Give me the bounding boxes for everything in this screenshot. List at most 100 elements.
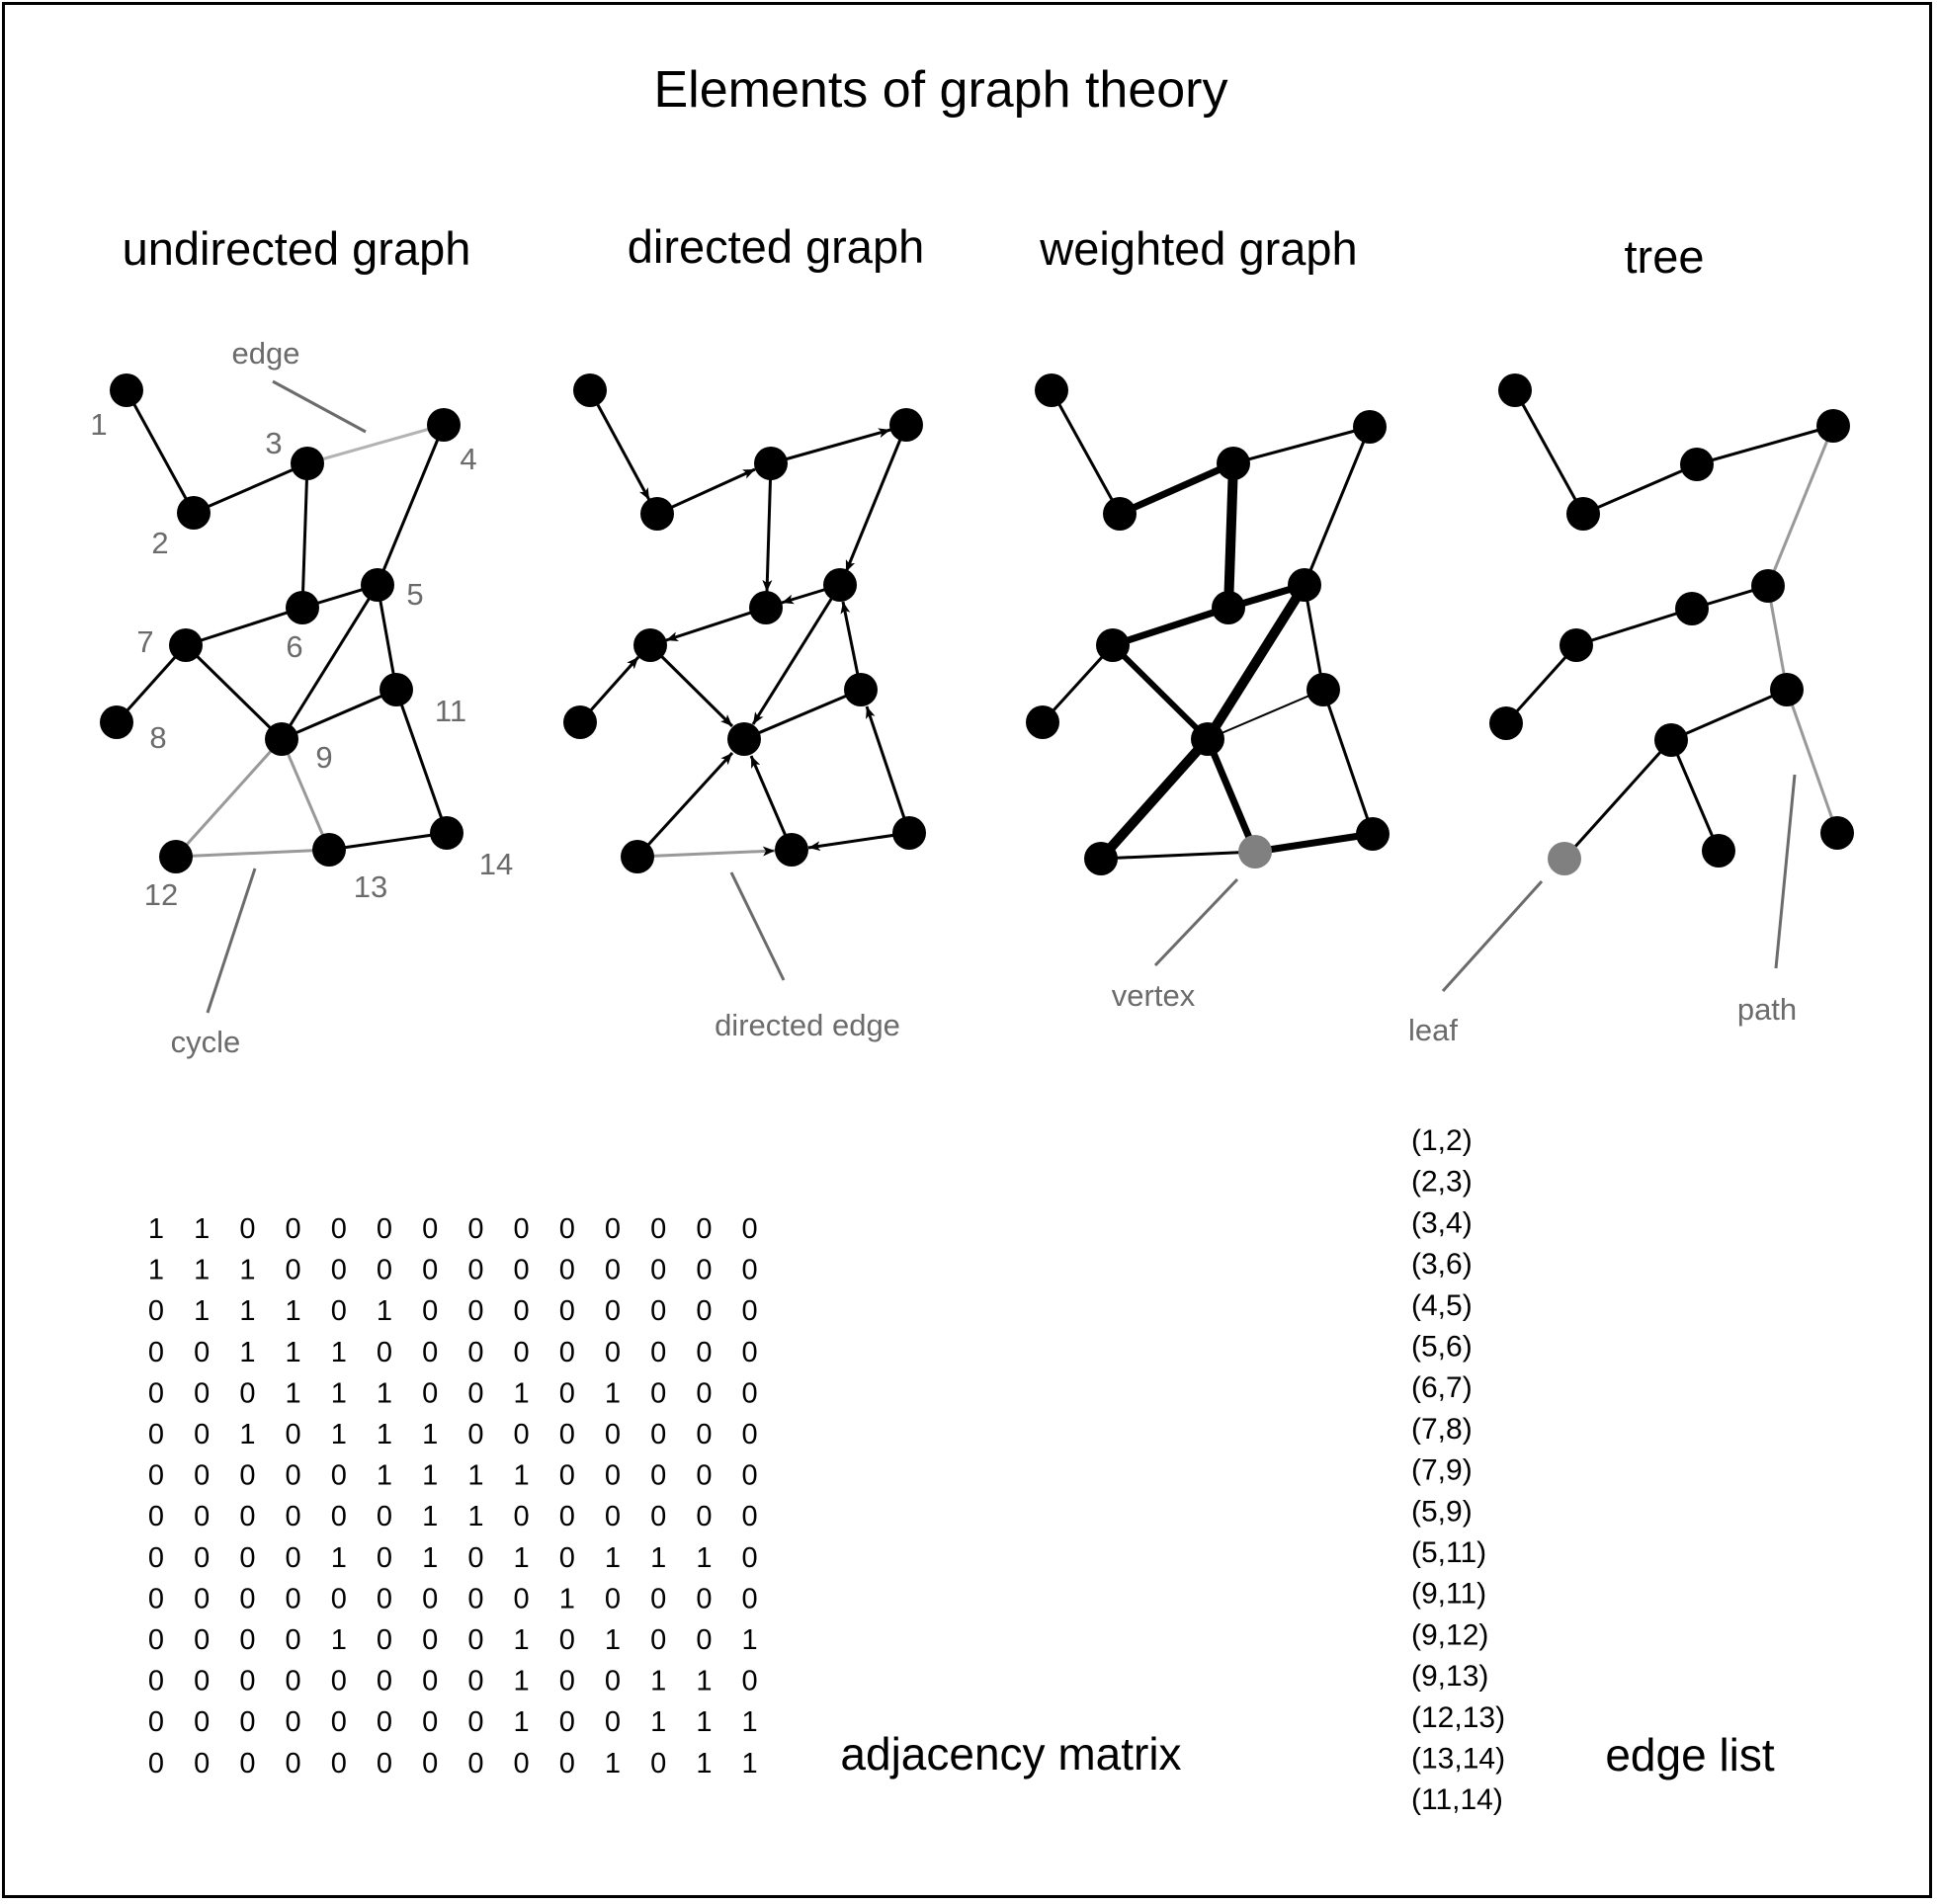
node-label-13: 13	[354, 869, 387, 904]
node-12	[159, 840, 193, 873]
weighted-node-8	[1026, 705, 1059, 739]
matrix-cell: 0	[331, 1748, 347, 1780]
edge-list-item: (12,13)	[1411, 1701, 1505, 1734]
directed-edge-6-7	[665, 606, 767, 642]
matrix-cell: 0	[239, 1460, 255, 1492]
directed-node-4	[889, 408, 923, 442]
matrix-cell: 0	[559, 1624, 575, 1656]
weighted-node-7	[1096, 628, 1130, 662]
matrix-cell: 0	[559, 1542, 575, 1574]
matrix-cell: 0	[286, 1583, 301, 1614]
matrix-cell: 0	[742, 1295, 758, 1327]
edge-list-item: (6,7)	[1411, 1371, 1473, 1404]
directed-nodes	[563, 373, 926, 873]
matrix-cell: 0	[650, 1377, 666, 1409]
matrix-cell: 0	[331, 1255, 347, 1286]
edge-list-item: (2,3)	[1411, 1166, 1473, 1199]
directed-node-12	[621, 840, 654, 873]
directed-edge-9-11	[743, 688, 862, 741]
directed-node-8	[563, 705, 597, 739]
edge-list-item: (4,5)	[1411, 1289, 1473, 1322]
matrix-cell: 1	[696, 1666, 712, 1697]
edge-6-7	[185, 606, 303, 647]
matrix-cell: 0	[194, 1666, 210, 1697]
edge-13-14	[328, 831, 448, 852]
tree-node-1	[1498, 373, 1532, 407]
matrix-cell: 0	[148, 1624, 164, 1656]
matrix-cell: 0	[467, 1295, 483, 1327]
node-label-8: 8	[149, 720, 166, 755]
matrix-cell: 0	[742, 1377, 758, 1409]
tree-nodes	[1489, 373, 1854, 875]
matrix-cell: 0	[605, 1419, 621, 1450]
directed-edge-2-3	[656, 467, 756, 516]
matrix-cell: 0	[605, 1213, 621, 1245]
tree-edge-4-5	[1766, 425, 1835, 587]
edge-list-item: (1,2)	[1411, 1124, 1473, 1157]
directed-node-3	[754, 447, 788, 480]
directed-edge-14-13	[807, 831, 910, 852]
edge-list-item: (11,14)	[1411, 1783, 1503, 1816]
matrix-cell: 0	[377, 1542, 392, 1574]
node-14	[430, 816, 463, 850]
weighted-edge-7-8	[1041, 643, 1115, 724]
matrix-cell: 0	[377, 1624, 392, 1656]
matrix-cell: 1	[377, 1295, 392, 1327]
directed-node-2	[640, 497, 674, 531]
weighted-edge-12-13	[1100, 850, 1256, 861]
matrix-cell: 0	[696, 1337, 712, 1368]
matrix-cell: 0	[742, 1213, 758, 1245]
matrix-cell: 0	[194, 1419, 210, 1450]
leaf-callout-line	[1441, 879, 1544, 993]
vertex-annotation: vertex	[1112, 978, 1196, 1013]
matrix-cell: 0	[514, 1583, 530, 1614]
weighted-node-4	[1353, 410, 1387, 444]
matrix-cell: 0	[331, 1295, 347, 1327]
tree-edge-3-4	[1696, 424, 1834, 466]
matrix-cell: 0	[239, 1542, 255, 1574]
matrix-cell: 1	[422, 1501, 438, 1532]
matrix-cell: 1	[377, 1419, 392, 1450]
edge-list-item: (3,6)	[1411, 1248, 1473, 1281]
weighted-edge-9-13	[1204, 737, 1259, 854]
matrix-cell: 0	[605, 1337, 621, 1368]
matrix-cell: 1	[331, 1624, 347, 1656]
weighted-node-1	[1035, 373, 1068, 407]
node-label-14: 14	[479, 847, 513, 881]
matrix-cell: 0	[605, 1501, 621, 1532]
matrix-cell: 0	[239, 1213, 255, 1245]
matrix-cell: 0	[286, 1419, 301, 1450]
matrix-cell: 0	[422, 1213, 438, 1245]
matrix-cell: 1	[514, 1460, 530, 1492]
matrix-cell: 0	[422, 1748, 438, 1780]
matrix-cell: 1	[742, 1706, 758, 1738]
matrix-cell: 0	[239, 1377, 255, 1409]
matrix-cell: 0	[696, 1460, 712, 1492]
matrix-cell: 0	[194, 1542, 210, 1574]
edge-7-8	[115, 643, 188, 724]
weighted-node-11	[1306, 673, 1340, 706]
matrix-cell: 0	[194, 1624, 210, 1656]
matrix-cell: 0	[286, 1706, 301, 1738]
matrix-cell: 0	[514, 1419, 530, 1450]
node-label-5: 5	[406, 577, 423, 612]
matrix-cell: 0	[467, 1213, 483, 1245]
edge-4-5	[376, 424, 446, 586]
tree-edge-9-12	[1562, 738, 1673, 861]
matrix-cell: 0	[650, 1255, 666, 1286]
panel-title-directed: directed graph	[628, 220, 924, 273]
matrix-cell: 0	[422, 1624, 438, 1656]
edge-2-3	[193, 461, 308, 515]
matrix-cell: 0	[148, 1295, 164, 1327]
node-3	[291, 447, 324, 480]
matrix-cell: 0	[650, 1337, 666, 1368]
matrix-cell: 0	[559, 1295, 575, 1327]
directed-edge-12-13	[636, 846, 776, 859]
matrix-cell: 0	[331, 1501, 347, 1532]
matrix-cell: 0	[148, 1706, 164, 1738]
weighted-node-3	[1217, 447, 1250, 480]
matrix-cell: 0	[696, 1295, 712, 1327]
matrix-cell: 0	[559, 1337, 575, 1368]
matrix-cell: 0	[467, 1666, 483, 1697]
